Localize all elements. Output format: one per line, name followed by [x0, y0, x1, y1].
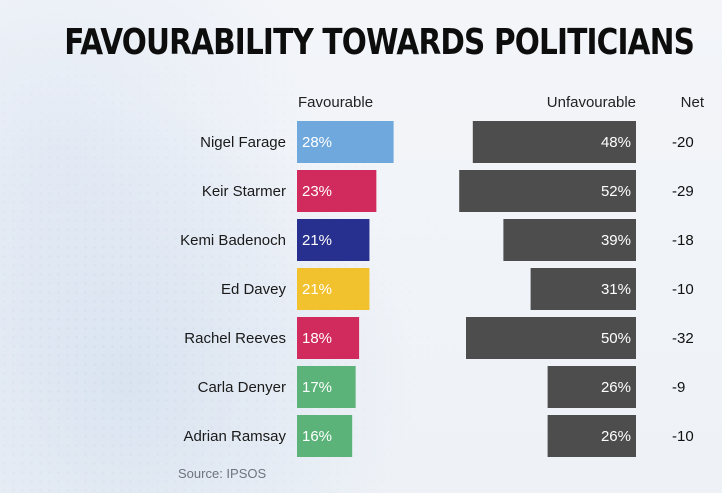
- favourable-value-label: 18%: [302, 330, 332, 347]
- favourable-bar: [297, 170, 377, 212]
- favourable-bar: [297, 415, 353, 457]
- favourable-value-label: 17%: [302, 379, 332, 396]
- favourable-value-label: 23%: [302, 183, 332, 200]
- favourable-value-label: 16%: [302, 428, 332, 445]
- favourable-value-label: 21%: [302, 232, 332, 249]
- favourable-bar: [297, 219, 370, 261]
- favourable-bar: [297, 366, 356, 408]
- politician-name-label: Rachel Reeves: [184, 330, 286, 347]
- favourable-value-label: 28%: [302, 134, 332, 151]
- unfavourable-value-label: 48%: [601, 134, 631, 151]
- politician-name-label: Nigel Farage: [200, 134, 286, 151]
- politician-name-label: Kemi Badenoch: [180, 232, 286, 249]
- unfavourable-value-label: 39%: [601, 232, 631, 249]
- politician-name-label: Keir Starmer: [202, 183, 286, 200]
- net-value-label: -10: [672, 281, 694, 298]
- unfavourable-value-label: 26%: [601, 379, 631, 396]
- net-value-label: -18: [672, 232, 694, 249]
- unfavourable-column-header: Unfavourable: [546, 94, 636, 111]
- politician-name-label: Adrian Ramsay: [183, 428, 286, 445]
- politician-name-label: Carla Denyer: [198, 379, 286, 396]
- favourable-bar: [297, 268, 370, 310]
- politician-name-label: Ed Davey: [221, 281, 287, 298]
- unfavourable-value-label: 26%: [601, 428, 631, 445]
- unfavourable-value-label: 31%: [601, 281, 631, 298]
- net-column-header: Net: [680, 94, 704, 111]
- unfavourable-value-label: 52%: [601, 183, 631, 200]
- source-note: Source: IPSOS: [178, 466, 267, 481]
- favourable-column-header: Favourable: [298, 94, 374, 111]
- net-value-label: -20: [672, 134, 694, 151]
- unfavourable-bar: [472, 121, 636, 163]
- net-value-label: -29: [672, 183, 694, 200]
- unfavourable-bar: [503, 219, 636, 261]
- unfavourable-bar: [547, 415, 636, 457]
- unfavourable-bar: [530, 268, 636, 310]
- unfavourable-bar: [466, 317, 636, 359]
- favourable-bar: [297, 317, 360, 359]
- net-value-label: -9: [672, 379, 685, 396]
- unfavourable-bar: [547, 366, 636, 408]
- unfavourable-bar: [459, 170, 636, 212]
- favourable-value-label: 21%: [302, 281, 332, 298]
- chart-title: FAVOURABILITY TOWARDS POLITICIANS: [64, 22, 695, 63]
- net-value-label: -10: [672, 428, 694, 445]
- net-value-label: -32: [672, 330, 694, 347]
- favourable-bar: [297, 121, 394, 163]
- unfavourable-value-label: 50%: [601, 330, 631, 347]
